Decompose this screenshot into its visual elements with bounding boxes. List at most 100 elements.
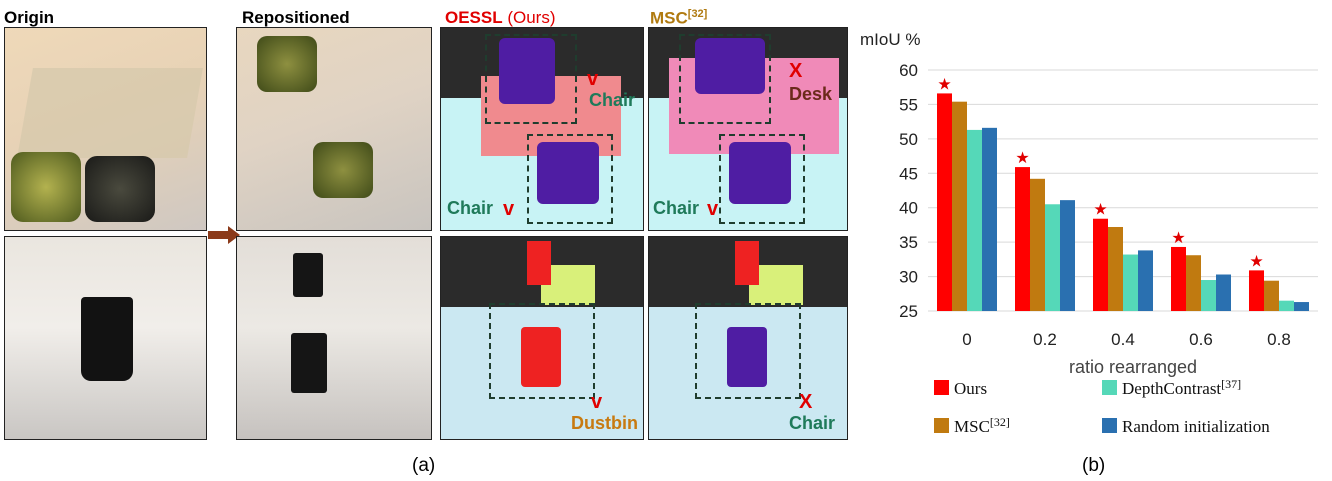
dustbin-shape <box>81 297 133 381</box>
bar <box>1123 254 1138 311</box>
x-axis-label: ratio rearranged <box>1069 357 1197 377</box>
legend-swatch <box>1102 418 1117 433</box>
origin-bottom-image <box>4 236 207 440</box>
class-label: Dustbin <box>571 413 638 433</box>
dustbin-segment <box>521 327 561 387</box>
y-tick-label: 25 <box>899 302 918 321</box>
chair-segment <box>499 38 555 104</box>
bar <box>1060 200 1075 311</box>
chair-segment <box>537 142 599 204</box>
highlight-box <box>695 303 801 399</box>
highlight-box <box>527 134 613 224</box>
x-tick-label: 0.8 <box>1267 330 1291 349</box>
class-label: Chair <box>789 413 836 433</box>
class-label: Chair <box>589 90 636 110</box>
legend-ref: [32] <box>990 415 1010 429</box>
highlight-box <box>485 34 577 124</box>
legend-ref: [37] <box>1221 377 1241 391</box>
oessl-suffix: (Ours) <box>502 8 556 27</box>
bar <box>1249 270 1264 311</box>
star-marker: ★ <box>1015 150 1029 167</box>
star-marker: ★ <box>1249 253 1263 270</box>
reposition-arrow <box>208 226 240 244</box>
star-marker: ★ <box>937 76 951 93</box>
y-tick-label: 55 <box>899 95 918 114</box>
class-label: Desk <box>789 84 833 104</box>
correct-mark: v <box>587 68 599 90</box>
msc-header: MSC[32] <box>650 8 707 29</box>
chair-segment <box>727 327 767 387</box>
subcaption-a: (a) <box>412 455 436 476</box>
dustbin-segment <box>735 241 759 285</box>
bar <box>1138 250 1153 311</box>
msc-ref: [32] <box>687 8 708 20</box>
arrow-icon <box>208 226 240 244</box>
y-tick-label: 50 <box>899 130 918 149</box>
table-shape <box>17 68 203 158</box>
chair-shape <box>85 156 155 222</box>
y-tick-label: 30 <box>899 268 918 287</box>
star-marker: ★ <box>1171 230 1185 247</box>
bar <box>1030 178 1045 311</box>
origin-header: Origin <box>4 8 55 27</box>
origin-top-image <box>4 27 207 231</box>
bar <box>1015 167 1030 311</box>
chair-segment <box>729 142 791 204</box>
miou-bar-chart: mIoU % 25 30 35 40 45 50 55 60 ★ 0 ★ 0.2 ★ 0.4 ★ 0.6 ★ 0.8… <box>860 30 1318 436</box>
highlight-box <box>719 134 805 224</box>
x-tick-label: 0.6 <box>1189 330 1213 349</box>
bar <box>967 129 982 311</box>
class-label: Chair <box>653 198 700 218</box>
msc-name: MSC <box>650 8 688 28</box>
y-tick-label: 45 <box>899 164 918 183</box>
legend-label: MSC[32] <box>954 415 1010 436</box>
legend-label: DepthContrast[37] <box>1122 377 1241 398</box>
chair-shape <box>257 36 317 92</box>
bar <box>1294 302 1309 311</box>
bar <box>1045 204 1060 311</box>
wrong-mark: X <box>799 391 813 413</box>
chair-shape <box>313 142 373 198</box>
bar <box>1093 218 1108 311</box>
repositioned-top-image <box>236 27 432 231</box>
bar <box>1186 255 1201 311</box>
highlight-box <box>489 303 595 399</box>
bar <box>982 127 997 311</box>
msc-top-segmentation: X Desk Chair v <box>648 27 848 231</box>
correct-mark: v <box>503 198 515 220</box>
repositioned-bottom-image <box>236 236 432 440</box>
wrong-mark: X <box>789 60 803 82</box>
dustbin-shape <box>291 333 327 393</box>
msc-bottom-segmentation: X Chair <box>648 236 848 440</box>
oessl-name: OESSL <box>445 8 503 27</box>
oessl-header: OESSL (Ours) <box>445 8 556 28</box>
bar <box>937 93 952 311</box>
legend-label: Random initialization <box>1122 417 1270 436</box>
oessl-bottom-segmentation: v Dustbin <box>440 236 644 440</box>
y-tick-label: 40 <box>899 199 918 218</box>
bar <box>1216 274 1231 311</box>
bar <box>1201 280 1216 311</box>
repositioned-header: Repositioned <box>242 8 350 27</box>
chair-shape <box>11 152 81 222</box>
x-tick-label: 0 <box>962 330 971 349</box>
correct-mark: v <box>591 391 603 413</box>
dustbin-segment <box>527 241 551 285</box>
subcaption-b: (b) <box>1082 455 1106 476</box>
y-tick-label: 35 <box>899 233 918 252</box>
bar <box>952 101 967 311</box>
legend-swatch <box>934 380 949 395</box>
bar <box>1279 300 1294 311</box>
chair-segment <box>695 38 765 94</box>
bar <box>1108 226 1123 311</box>
correct-mark: v <box>707 198 719 220</box>
legend-label: Ours <box>954 379 987 398</box>
bar <box>1264 280 1279 311</box>
bar <box>1171 246 1186 311</box>
x-tick-label: 0.4 <box>1111 330 1135 349</box>
x-tick-label: 0.2 <box>1033 330 1057 349</box>
highlight-box <box>679 34 771 124</box>
y-tick-label: 60 <box>899 61 918 80</box>
star-marker: ★ <box>1093 202 1107 219</box>
class-label: Chair <box>447 198 494 218</box>
